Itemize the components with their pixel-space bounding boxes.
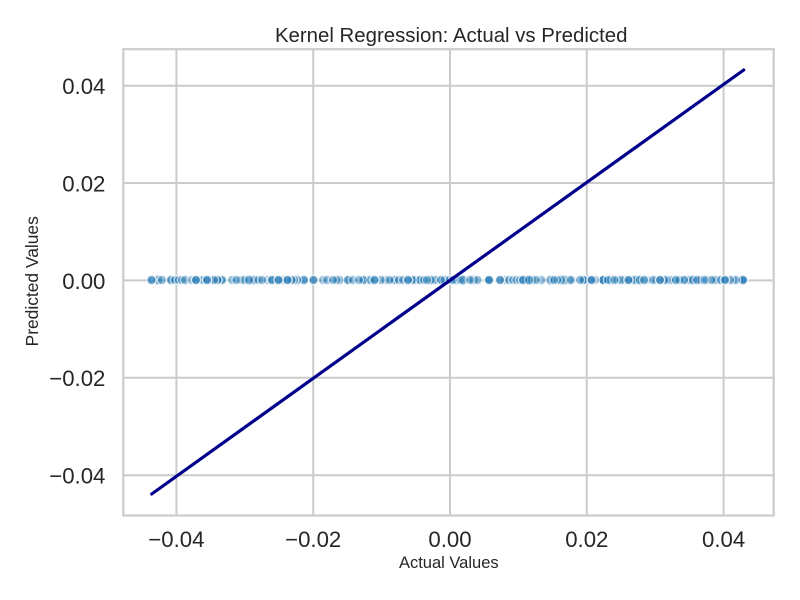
svg-text:−0.02: −0.02 bbox=[285, 527, 341, 552]
svg-text:0.00: 0.00 bbox=[62, 269, 105, 294]
svg-text:Actual Values: Actual Values bbox=[399, 554, 499, 572]
svg-text:−0.04: −0.04 bbox=[148, 527, 204, 552]
svg-text:0.02: 0.02 bbox=[62, 171, 105, 196]
svg-text:−0.04: −0.04 bbox=[49, 464, 105, 489]
svg-text:−0.02: −0.02 bbox=[49, 366, 105, 391]
svg-text:Kernel Regression: Actual vs P: Kernel Regression: Actual vs Predicted bbox=[275, 25, 628, 47]
svg-text:0.04: 0.04 bbox=[62, 74, 105, 99]
svg-text:0.00: 0.00 bbox=[428, 527, 471, 552]
svg-text:Predicted Values: Predicted Values bbox=[22, 216, 42, 346]
svg-text:0.04: 0.04 bbox=[702, 527, 745, 552]
svg-text:0.02: 0.02 bbox=[565, 527, 608, 552]
